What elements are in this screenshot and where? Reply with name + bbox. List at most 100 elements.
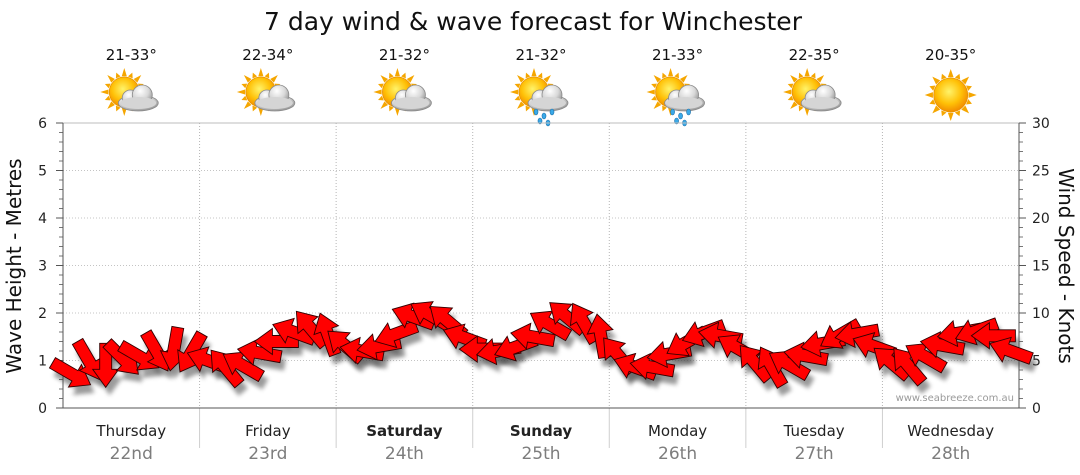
sun-ray bbox=[968, 92, 977, 98]
sun-ray bbox=[929, 99, 936, 105]
sun-ray bbox=[389, 72, 394, 79]
cloud bbox=[527, 84, 569, 112]
left-tick-label: 4 bbox=[38, 211, 47, 227]
wind-arrow bbox=[222, 351, 265, 383]
cloud bbox=[391, 84, 432, 112]
right-tick-label: 30 bbox=[1032, 116, 1050, 132]
temp-range: 22-34° bbox=[242, 46, 293, 64]
day-name-label: Sunday bbox=[510, 422, 573, 440]
sun-ray bbox=[810, 72, 816, 79]
cloud bbox=[254, 84, 296, 112]
sun-ray bbox=[252, 105, 258, 112]
sun-ray bbox=[525, 72, 531, 79]
sun-cloud-icon bbox=[373, 68, 432, 116]
left-y-axis: 0 1 2 3 4 5 6 bbox=[38, 116, 64, 417]
sun-ray bbox=[510, 89, 519, 95]
sun-ray bbox=[947, 112, 954, 121]
sun-ray bbox=[924, 92, 933, 98]
sun-ray bbox=[394, 68, 400, 77]
sun-cloud-icon bbox=[236, 68, 296, 116]
sun-ray bbox=[653, 75, 662, 83]
wind-arrow bbox=[210, 349, 245, 389]
cloud bbox=[117, 84, 159, 112]
day-name-label: Monday bbox=[648, 422, 707, 440]
wind-arrow bbox=[905, 342, 948, 374]
sun-ray bbox=[517, 101, 525, 109]
wind-arrow bbox=[458, 335, 504, 363]
sun-ray bbox=[115, 72, 121, 79]
sun-ray bbox=[378, 95, 384, 101]
sun-ray bbox=[378, 83, 384, 89]
day-date-label: 28th bbox=[931, 444, 970, 464]
sun-ray bbox=[252, 72, 258, 79]
wind-arrow bbox=[529, 310, 573, 342]
sun-ray bbox=[954, 110, 961, 117]
temp-range: 20-35° bbox=[925, 46, 976, 64]
sun-ray bbox=[966, 99, 972, 105]
sun-ray bbox=[133, 75, 142, 83]
sun-ray bbox=[517, 75, 525, 83]
wind-arrow bbox=[768, 350, 812, 382]
wave-series bbox=[48, 301, 1038, 397]
sun-ray bbox=[406, 75, 415, 83]
right-tick-label: 10 bbox=[1032, 306, 1050, 322]
credit-text[interactable]: www.seabreeze.com.au bbox=[896, 393, 1014, 404]
wind-arrow bbox=[919, 331, 966, 359]
day-date-label: 25th bbox=[521, 444, 560, 464]
chart-title: 7 day wind & wave forecast for Wincheste… bbox=[264, 7, 803, 36]
sun-rays bbox=[924, 69, 977, 121]
temp-range: 21-33° bbox=[652, 46, 703, 64]
day-name-label: Tuesday bbox=[783, 422, 845, 440]
sun-icon bbox=[924, 69, 977, 121]
right-tick-label: 15 bbox=[1032, 259, 1050, 275]
left-tick-label: 0 bbox=[38, 401, 47, 417]
sun-ray bbox=[961, 105, 970, 114]
left-tick-label: 5 bbox=[38, 164, 47, 180]
sun-cloud-rain-icon bbox=[646, 68, 705, 127]
sun-cloud-icon bbox=[783, 68, 842, 116]
raindrop bbox=[670, 108, 675, 116]
sun-ray bbox=[947, 69, 954, 78]
sun-ray bbox=[107, 101, 115, 109]
sun-ray bbox=[264, 72, 270, 79]
right-y-axis: 051015202530 bbox=[1018, 116, 1050, 417]
wind-arrow bbox=[236, 338, 283, 366]
sun-ray bbox=[389, 105, 394, 112]
wind-arrow bbox=[893, 347, 928, 387]
sun-ray bbox=[115, 105, 121, 112]
sun-ray bbox=[783, 89, 792, 95]
sun-cloud-rain-icon bbox=[510, 68, 569, 127]
left-tick-label: 3 bbox=[38, 259, 47, 275]
right-axis-title: Wind Speed - Knots bbox=[1054, 168, 1078, 364]
sun-ray bbox=[243, 101, 252, 109]
sun-ray bbox=[514, 83, 521, 89]
day-name-label: Thursday bbox=[95, 422, 166, 440]
sun-ray bbox=[121, 107, 127, 116]
sun-ray bbox=[932, 105, 941, 114]
sun-ray bbox=[543, 75, 551, 83]
sun-ray bbox=[653, 101, 662, 109]
wind-arrow bbox=[834, 320, 881, 349]
sun-ray bbox=[651, 83, 657, 89]
day-date-label: 27th bbox=[795, 444, 834, 464]
temp-range: 21-32° bbox=[379, 46, 430, 64]
right-tick-label: 0 bbox=[1032, 401, 1041, 417]
sun-ray bbox=[236, 89, 246, 95]
raindrop bbox=[549, 108, 555, 116]
day-date-label: 23rd bbox=[248, 444, 287, 464]
sun-ray bbox=[241, 83, 248, 89]
right-tick-label: 25 bbox=[1032, 164, 1050, 180]
sun-ray bbox=[525, 105, 531, 112]
temp-range: 21-32° bbox=[515, 46, 566, 64]
raindrop bbox=[686, 108, 691, 116]
left-tick-label: 6 bbox=[38, 116, 47, 132]
sun-disc bbox=[933, 77, 969, 113]
sun-ray bbox=[668, 68, 674, 77]
sun-ray bbox=[929, 85, 936, 91]
sun-ray bbox=[380, 75, 389, 83]
raindrop bbox=[678, 112, 683, 120]
sun-ray bbox=[941, 110, 947, 117]
sun-ray bbox=[961, 76, 970, 85]
sun-ray bbox=[373, 89, 382, 95]
